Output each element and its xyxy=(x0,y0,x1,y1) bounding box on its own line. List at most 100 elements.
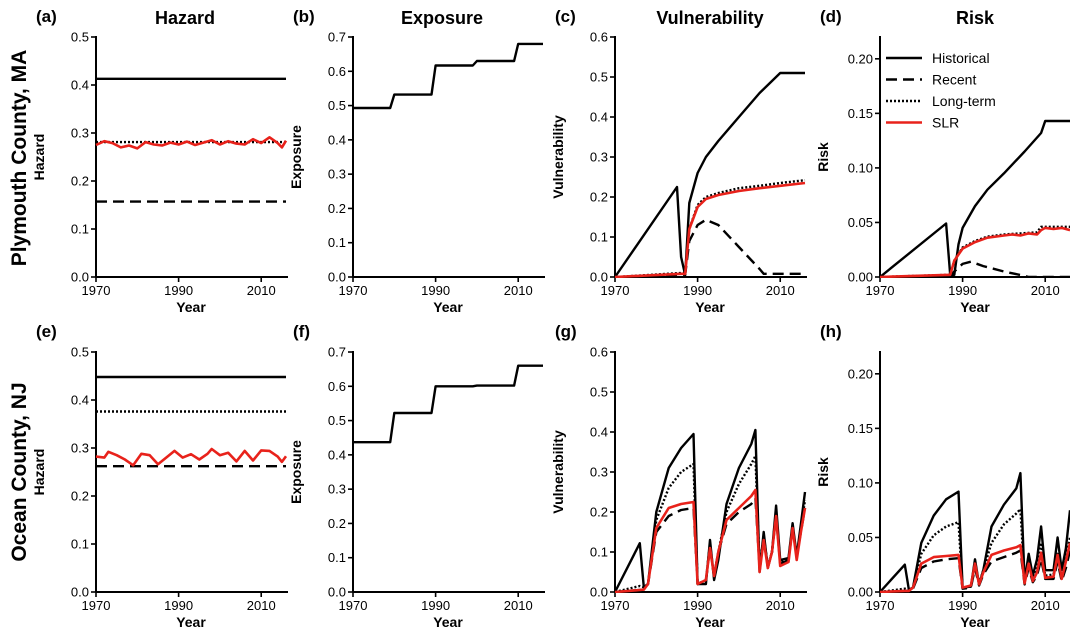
legend-item: SLR xyxy=(886,115,959,131)
panel-label: (d) xyxy=(820,7,842,26)
x-tick-label: 1970 xyxy=(82,598,111,613)
y-tick-label: 0.20 xyxy=(848,366,873,381)
panel-label: (g) xyxy=(555,322,577,341)
x-tick-label: 2010 xyxy=(766,283,795,298)
x-tick-label: 2010 xyxy=(504,283,533,298)
y-tick-label: 0.15 xyxy=(848,106,873,121)
series-group xyxy=(879,119,1070,278)
panel-f: (f) 0.0 0.1 0.2 0.3 0.4 0.5 0.6 0.7 1970 1990 2010 Y… xyxy=(288,322,545,630)
panel-d: (d) 0.00 0.05 0.10 0.15 0.20 1970 1990 2010 Year R… xyxy=(815,7,1070,315)
x-tick-label: 2010 xyxy=(766,598,795,613)
y-tick-label: 0.05 xyxy=(848,530,873,545)
series-historical xyxy=(353,364,543,444)
panel-label: (e) xyxy=(36,322,57,341)
legend-item: Recent xyxy=(886,72,976,88)
series-group xyxy=(353,42,543,110)
x-tick-label: 1990 xyxy=(683,598,712,613)
y-tick-label: 0.3 xyxy=(328,482,346,497)
y-tick-label: 0.3 xyxy=(71,126,89,141)
series-group xyxy=(95,77,288,203)
panel-label: (c) xyxy=(555,7,576,26)
series-slr xyxy=(95,136,288,150)
series-slr xyxy=(879,542,1070,593)
panel-c: (c) 0.0 0.1 0.2 0.3 0.4 0.5 0.6 1970 1990 2010 Year… xyxy=(550,7,807,315)
series-group xyxy=(614,71,806,278)
panels: (a) 0.0 0.1 0.2 0.3 0.4 0.5 1970 1990 2010 Year Haz… xyxy=(31,7,1070,630)
y-tick-label: 0.00 xyxy=(848,270,873,285)
x-tick-label: 1970 xyxy=(82,283,111,298)
x-tick-label: 1990 xyxy=(683,283,712,298)
x-tick-label: 1970 xyxy=(339,283,368,298)
series-long-term xyxy=(614,179,806,278)
y-axis-label: Hazard xyxy=(31,134,47,181)
y-axis-label: Vulnerability xyxy=(550,115,566,199)
legend-item: Long-term xyxy=(886,93,996,109)
legend-label: Long-term xyxy=(932,93,996,109)
y-tick-label: 0.6 xyxy=(590,345,608,360)
x-tick-label: 1990 xyxy=(948,283,977,298)
x-tick-label: 2010 xyxy=(504,598,533,613)
y-tick-label: 0.6 xyxy=(328,379,346,394)
y-axis-label: Exposure xyxy=(288,440,304,504)
y-tick-label: 0.3 xyxy=(328,167,346,182)
y-tick-label: 0.5 xyxy=(328,413,346,428)
column-title-risk: Risk xyxy=(956,8,995,28)
y-tick-label: 0.2 xyxy=(71,489,89,504)
x-tick-label: 1990 xyxy=(164,598,193,613)
legend-label: Historical xyxy=(932,50,990,66)
series-long-term xyxy=(614,454,807,593)
y-tick-label: 0.1 xyxy=(328,550,346,565)
panel-label: (f) xyxy=(293,322,310,341)
y-tick-label: 0.15 xyxy=(848,421,873,436)
y-tick-label: 0.0 xyxy=(590,585,608,600)
y-tick-label: 0.1 xyxy=(590,230,608,245)
series-historical xyxy=(353,42,543,110)
y-axis-label: Hazard xyxy=(31,449,47,496)
y-tick-label: 0.5 xyxy=(71,345,89,360)
y-tick-label: 0.4 xyxy=(590,425,608,440)
series-historical xyxy=(614,71,805,278)
row-label-plymouth: Plymouth County, MA xyxy=(8,50,31,267)
y-tick-label: 0.7 xyxy=(328,30,346,45)
series-recent xyxy=(614,218,805,278)
x-tick-label: 2010 xyxy=(247,283,276,298)
y-tick-label: 0.2 xyxy=(590,505,608,520)
panel-e: (e) 0.0 0.1 0.2 0.3 0.4 0.5 1970 1990 2010 Year Haz… xyxy=(31,322,288,630)
series-historical xyxy=(614,428,807,593)
x-axis-label: Year xyxy=(695,614,725,630)
series-slr xyxy=(614,488,807,593)
y-tick-label: 0.1 xyxy=(71,537,89,552)
series-group xyxy=(95,375,288,468)
x-tick-label: 1990 xyxy=(421,283,450,298)
y-tick-label: 0.4 xyxy=(71,78,89,93)
series-slr xyxy=(614,181,806,278)
legend-item: Historical xyxy=(886,50,990,66)
x-tick-label: 1970 xyxy=(866,283,895,298)
x-axis-label: Year xyxy=(695,299,725,315)
x-tick-label: 1970 xyxy=(866,598,895,613)
panel-b: (b) 0.0 0.1 0.2 0.3 0.4 0.5 0.6 0.7 1970 1990 2010 Y… xyxy=(288,7,545,315)
y-axis-label: Risk xyxy=(815,457,831,487)
x-axis-label: Year xyxy=(433,614,463,630)
legend-label: Recent xyxy=(932,72,976,88)
series-recent xyxy=(879,260,1070,278)
panel-label: (a) xyxy=(36,7,57,26)
y-tick-label: 0.3 xyxy=(71,441,89,456)
y-tick-label: 0.5 xyxy=(71,30,89,45)
panel-label: (h) xyxy=(820,322,842,341)
y-tick-label: 0.2 xyxy=(71,174,89,189)
column-title-hazard: Hazard xyxy=(155,8,215,28)
x-tick-label: 1990 xyxy=(948,598,977,613)
x-axis-label: Year xyxy=(176,614,206,630)
y-tick-label: 0.0 xyxy=(328,585,346,600)
y-tick-label: 0.7 xyxy=(328,345,346,360)
panel-a: (a) 0.0 0.1 0.2 0.3 0.4 0.5 1970 1990 2010 Year Haz… xyxy=(31,7,288,315)
x-tick-label: 1990 xyxy=(164,283,193,298)
series-recent xyxy=(614,496,807,593)
y-tick-label: 0.0 xyxy=(71,270,89,285)
x-tick-label: 2010 xyxy=(247,598,276,613)
series-slr xyxy=(95,447,288,467)
y-tick-label: 0.1 xyxy=(328,235,346,250)
x-axis-label: Year xyxy=(433,299,463,315)
